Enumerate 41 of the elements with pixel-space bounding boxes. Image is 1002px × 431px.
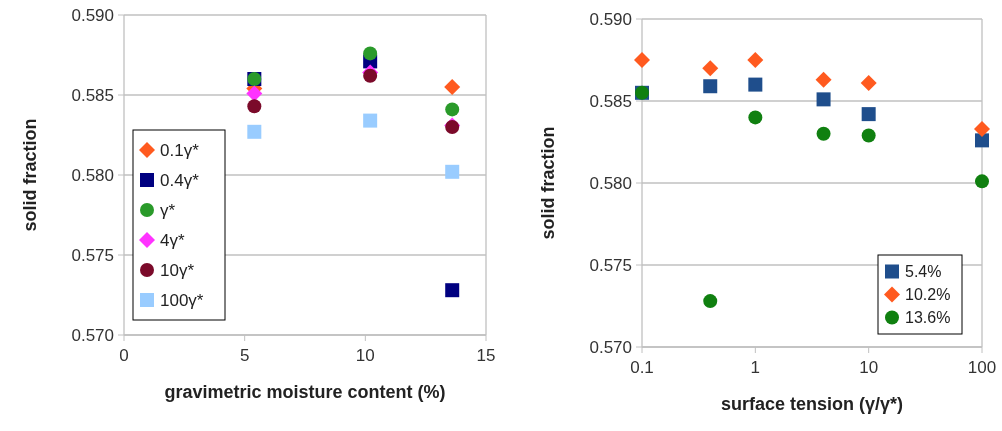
x-tick-label: 0	[119, 346, 129, 365]
point	[444, 79, 461, 95]
y-tick-label: 0.590	[589, 9, 632, 29]
x-tick-label: 100	[967, 358, 997, 377]
point	[363, 68, 378, 83]
y-tick-label: 0.580	[589, 173, 632, 193]
legend-label: 10.2%	[905, 286, 951, 304]
x-tick-label: 1	[750, 358, 761, 377]
x-tick-label: 15	[476, 346, 496, 365]
legend-label: 10γ*	[160, 260, 195, 280]
legend-label: 100γ*	[160, 290, 204, 310]
point	[246, 85, 263, 102]
x-tick-label: 0.1	[630, 358, 654, 377]
x-axis-title: surface tension (γ/γ*)	[720, 394, 904, 414]
y-tick-label: 0.570	[71, 325, 114, 345]
point	[247, 99, 262, 114]
y-tick-label: 0.570	[589, 337, 632, 357]
point	[247, 124, 262, 139]
y-tick-label: 0.575	[71, 245, 114, 265]
y-tick-label: 0.575	[589, 255, 632, 275]
point	[445, 283, 460, 298]
y-tick-label: 0.580	[71, 165, 114, 185]
point	[363, 46, 378, 61]
legend-label: 0.4γ*	[160, 170, 200, 190]
point	[445, 102, 460, 117]
y-axis-title: solid fraction	[538, 126, 558, 240]
x-tick-label: 10	[355, 346, 375, 365]
x-axis-title: gravimetric moisture content (%)	[164, 382, 446, 402]
legend-label: 4γ*	[160, 230, 185, 250]
x-tick-label: 5	[239, 346, 250, 365]
legend-label: 0.1γ*	[160, 140, 200, 160]
y-tick-label: 0.590	[71, 5, 114, 25]
x-tick-label: 10	[859, 358, 879, 377]
point	[363, 113, 378, 128]
legend-label: 13.6%	[905, 309, 951, 327]
legend-label: 5.4%	[905, 263, 942, 281]
y-tick-label: 0.585	[589, 91, 632, 111]
point	[445, 164, 460, 179]
y-axis-title: solid fraction	[20, 118, 40, 232]
y-tick-label: 0.585	[71, 85, 114, 105]
legend-label: γ*	[160, 200, 176, 220]
